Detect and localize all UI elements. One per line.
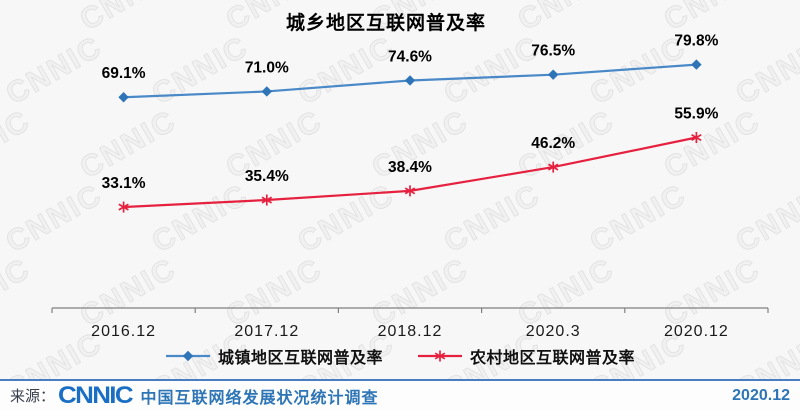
svg-text:35.4%: 35.4% xyxy=(245,168,289,185)
svg-text:55.9%: 55.9% xyxy=(674,106,718,123)
svg-text:2016.12: 2016.12 xyxy=(91,323,156,340)
svg-text:74.6%: 74.6% xyxy=(388,48,432,65)
legend-label: 城镇地区互联网普及率 xyxy=(217,350,383,367)
svg-text:79.8%: 79.8% xyxy=(674,33,718,50)
source-text: 中国互联网络发展状况统计调查 xyxy=(140,389,379,407)
svg-text:71.0%: 71.0% xyxy=(245,59,289,76)
svg-text:38.4%: 38.4% xyxy=(388,159,432,176)
svg-text:76.5%: 76.5% xyxy=(531,43,575,60)
line-chart: 2016.12 2017.12 2018.12 2020.3 2020.12 69.1% 7… xyxy=(51,33,769,340)
svg-text:2017.12: 2017.12 xyxy=(234,323,299,340)
legend: 城镇地区互联网普及率 农村地区互联网普及率 xyxy=(0,344,800,368)
source-label: 来源： xyxy=(10,388,56,405)
svg-text:46.2%: 46.2% xyxy=(531,135,575,152)
svg-text:2020.12: 2020.12 xyxy=(664,323,729,340)
svg-text:33.1%: 33.1% xyxy=(102,175,146,192)
legend-item-urban: 城镇地区互联网普及率 xyxy=(165,344,383,368)
chart-title: 城乡地区互联网普及率 xyxy=(285,13,486,34)
legend-label: 农村地区互联网普及率 xyxy=(470,350,636,367)
svg-text:69.1%: 69.1% xyxy=(102,65,146,82)
report-date: 2020.12 xyxy=(732,386,790,404)
asterisk-series-sample-icon xyxy=(418,350,462,362)
svg-text:2020.3: 2020.3 xyxy=(526,323,581,340)
legend-item-rural: 农村地区互联网普及率 xyxy=(417,344,635,368)
diamond-series-sample-icon xyxy=(165,350,210,362)
cnnic-logo: CNNIC xyxy=(58,381,134,409)
svg-text:2018.12: 2018.12 xyxy=(378,323,443,340)
source-bar: 来源： CNNIC 中国互联网络发展状况统计调查 2020.12 xyxy=(0,379,800,410)
